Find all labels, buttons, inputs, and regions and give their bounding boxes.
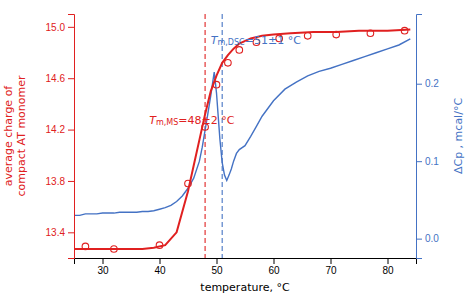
- tick: 14.2: [46, 124, 74, 135]
- tick-mark: [68, 130, 74, 131]
- tick-mark: [160, 258, 161, 264]
- tick-mark: [274, 258, 275, 264]
- chart: 30405060708013.413.814.214.615.00.00.10.…: [0, 0, 474, 298]
- tick-label: 14.2: [46, 124, 66, 135]
- points: [82, 27, 408, 252]
- tick-mark: [68, 78, 74, 79]
- tick-label: 0.2: [425, 78, 439, 89]
- tick-mark: [416, 84, 422, 85]
- tick: 80: [382, 258, 394, 276]
- tick: 0.1: [416, 156, 439, 167]
- tick-label: 40: [154, 265, 166, 276]
- line: [74, 39, 410, 216]
- tick-label: 30: [97, 265, 109, 276]
- tick: 14.6: [46, 73, 74, 84]
- tick-mark: [416, 161, 422, 162]
- x-axis-title: temperature, °C: [200, 281, 290, 294]
- tick: 40: [154, 258, 166, 276]
- tick-mark: [103, 258, 104, 264]
- tick-mark: [68, 181, 74, 182]
- x-axis: 30 40 50 60 70 80: [75, 258, 417, 276]
- tick: 13.4: [46, 227, 74, 238]
- tick-mark: [68, 232, 74, 233]
- tick-label: 15.0: [46, 22, 66, 33]
- tick: 70: [325, 258, 337, 276]
- tick: 30: [97, 258, 109, 276]
- tick-label: 50: [211, 265, 223, 276]
- plot: 30405060708013.413.814.214.615.00.00.10.…: [2, 14, 465, 294]
- y2-axis: 0.0 0.1 0.2: [416, 15, 439, 259]
- tick-mark: [416, 239, 422, 240]
- tick-label: 60: [268, 265, 280, 276]
- tick: 50: [211, 258, 223, 276]
- tick: 13.8: [46, 176, 74, 187]
- tick-mark: [331, 258, 332, 264]
- tick: 0.2: [416, 78, 439, 89]
- tick: 0.0: [416, 233, 439, 244]
- tick-label: 80: [382, 265, 394, 276]
- y-axis-title: average charge ofcompact AT monomer: [2, 75, 28, 197]
- annotation: Tm,MS=48±2 °C: [149, 114, 234, 127]
- annotation: Tm,DSC=51±1 °C: [211, 34, 301, 47]
- vertical-line: [222, 14, 223, 258]
- line: [74, 29, 410, 249]
- tick: 60: [268, 258, 280, 276]
- y2-axis-title: ΔCp , mcal/°C: [452, 98, 465, 174]
- point: [304, 33, 311, 40]
- tick-label: 0.1: [425, 156, 439, 167]
- point: [225, 60, 232, 67]
- x-axis-line: [75, 259, 417, 265]
- tick-mark: [217, 258, 218, 264]
- tick-mark: [68, 27, 74, 28]
- y-axis: 13.4 13.8 14.2 14.6 15.0: [46, 15, 75, 259]
- marks: [74, 14, 410, 258]
- tick-label: 70: [325, 265, 337, 276]
- tick-label: 14.6: [46, 73, 66, 84]
- y2-axis-line: [417, 15, 423, 259]
- tick-label: 13.4: [46, 227, 66, 238]
- tick-label: 13.8: [46, 176, 66, 187]
- point: [236, 47, 243, 54]
- y-axis-line: [68, 15, 75, 259]
- tick: 15.0: [46, 22, 74, 33]
- tick-label: 0.0: [425, 233, 439, 244]
- tick-mark: [388, 258, 389, 264]
